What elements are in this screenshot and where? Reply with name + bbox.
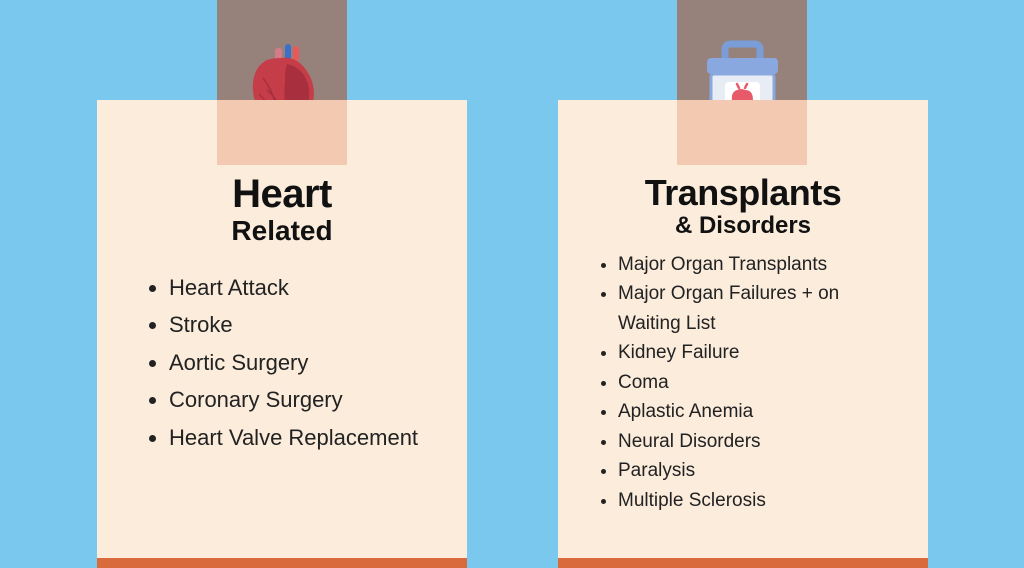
list-item: Major Organ Transplants [618,250,898,279]
card-right-list: Major Organ Transplants Major Organ Fail… [618,250,928,515]
card-right-title-sub: & Disorders [558,212,928,240]
list-item: Multiple Sclerosis [618,486,898,515]
list-item: Coronary Surgery [169,381,437,418]
list-item: Stroke [169,306,437,343]
card-transplants-disorders: Transplants & Disorders Major Organ Tran… [558,100,928,568]
list-item: Kidney Failure [618,338,898,367]
card-right-footer-bar [558,558,928,568]
icon-overlay-right [677,100,807,165]
card-left-list: Heart Attack Stroke Aortic Surgery Coron… [169,269,467,456]
card-heart-related: Heart Related Heart Attack Stroke Aortic… [97,100,467,568]
list-item: Heart Valve Replacement [169,419,437,456]
card-left-footer-bar [97,558,467,568]
card-left-title-sub: Related [97,215,467,247]
card-right-title-main: Transplants [558,172,928,214]
list-item: Coma [618,368,898,397]
list-item: Paralysis [618,456,898,485]
list-item: Aplastic Anemia [618,397,898,426]
card-left-title-main: Heart [97,172,467,217]
list-item: Major Organ Failures + on Waiting List [618,279,898,338]
list-item: Aortic Surgery [169,344,437,381]
list-item: Neural Disorders [618,427,898,456]
list-item: Heart Attack [169,269,437,306]
icon-overlay-left [217,100,347,165]
